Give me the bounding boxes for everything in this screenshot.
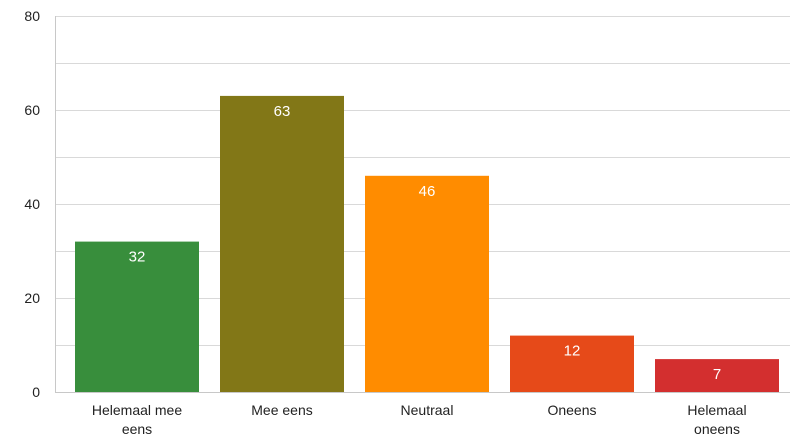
category-label: Helemaal mee [92, 402, 182, 418]
x-axis: Helemaal mee eens Mee eens Neutraal Oneens He… [92, 402, 747, 437]
data-label: 32 [129, 249, 146, 266]
category-label: oneens [694, 421, 740, 437]
y-tick-label: 60 [24, 102, 40, 118]
bar [510, 335, 634, 392]
bars: 32 63 46 12 7 [75, 95, 779, 393]
data-label: 12 [564, 343, 581, 360]
y-axis: 0 20 40 60 80 [24, 8, 40, 400]
bar [220, 95, 344, 393]
category-label: Neutraal [401, 402, 454, 418]
bar [75, 241, 199, 392]
data-label: 7 [713, 366, 721, 383]
data-label: 46 [419, 183, 436, 200]
category-label: Oneens [547, 402, 596, 418]
y-tick-label: 0 [32, 384, 40, 400]
y-tick-label: 80 [24, 8, 40, 24]
data-label: 63 [274, 103, 291, 120]
bar [365, 175, 489, 392]
category-label: Helemaal [687, 402, 746, 418]
y-tick-label: 40 [24, 196, 40, 212]
category-label: Mee eens [251, 402, 312, 418]
y-tick-label: 20 [24, 290, 40, 306]
bar [655, 359, 779, 392]
category-label: eens [122, 421, 152, 437]
